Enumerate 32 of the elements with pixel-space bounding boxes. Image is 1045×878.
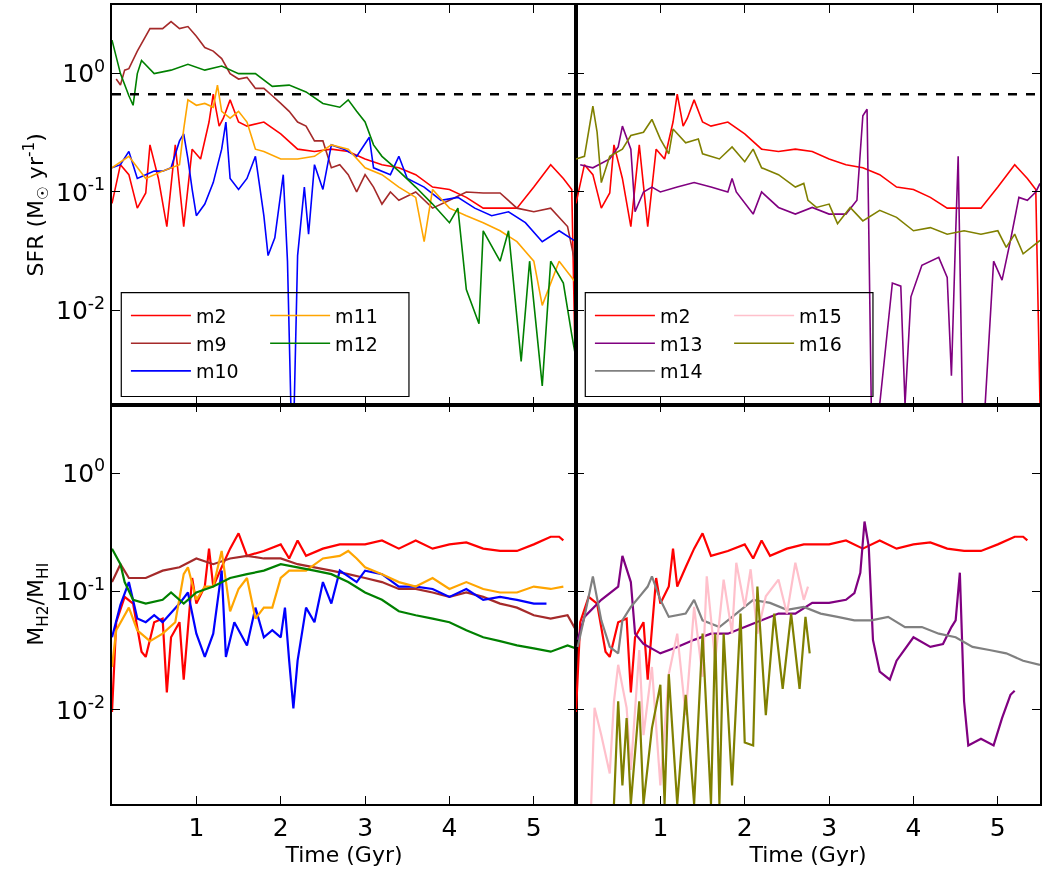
legend-label: m11: [335, 304, 378, 327]
x-tick-label: 2: [736, 812, 753, 842]
y-tick-label: 10$^{-2}$: [55, 292, 106, 326]
x-axis-title: Time (Gyr): [748, 841, 867, 867]
y-tick-label: 10$^{0}$: [62, 455, 106, 488]
line-series: [112, 549, 565, 669]
legend-label: m10: [195, 360, 239, 383]
line-series: [112, 532, 565, 714]
y-tick-label: 10$^{-2}$: [55, 692, 106, 725]
x-axis-title: Time (Gyr): [284, 841, 403, 867]
legend-label: m12: [335, 332, 378, 355]
legend-label: m15: [799, 304, 842, 327]
y-tick-label: 10$^{0}$: [62, 55, 106, 89]
x-tick-label: 4: [905, 812, 922, 842]
legend-label: m13: [659, 332, 703, 355]
line-series: [112, 569, 548, 710]
x-tick-label: 2: [272, 812, 289, 842]
x-tick-label: 3: [357, 812, 374, 842]
x-tick-label: 1: [652, 812, 669, 842]
legend-label: m2: [195, 304, 227, 327]
legend-label: m14: [659, 360, 703, 383]
x-tick-label: 5: [525, 812, 542, 842]
legend-label: m16: [799, 332, 842, 355]
legend-label: m2: [659, 304, 691, 327]
x-tick-label: 1: [188, 812, 205, 842]
y-tick-label: 10$^{-1}$: [55, 573, 106, 607]
legend-label: m9: [195, 332, 227, 355]
x-tick-label: 5: [989, 812, 1006, 842]
x-tick-label: 4: [441, 812, 458, 842]
x-tick-label: 3: [821, 812, 838, 842]
y-tick-label: 10$^{-1}$: [55, 174, 106, 207]
line-series: [112, 547, 576, 653]
